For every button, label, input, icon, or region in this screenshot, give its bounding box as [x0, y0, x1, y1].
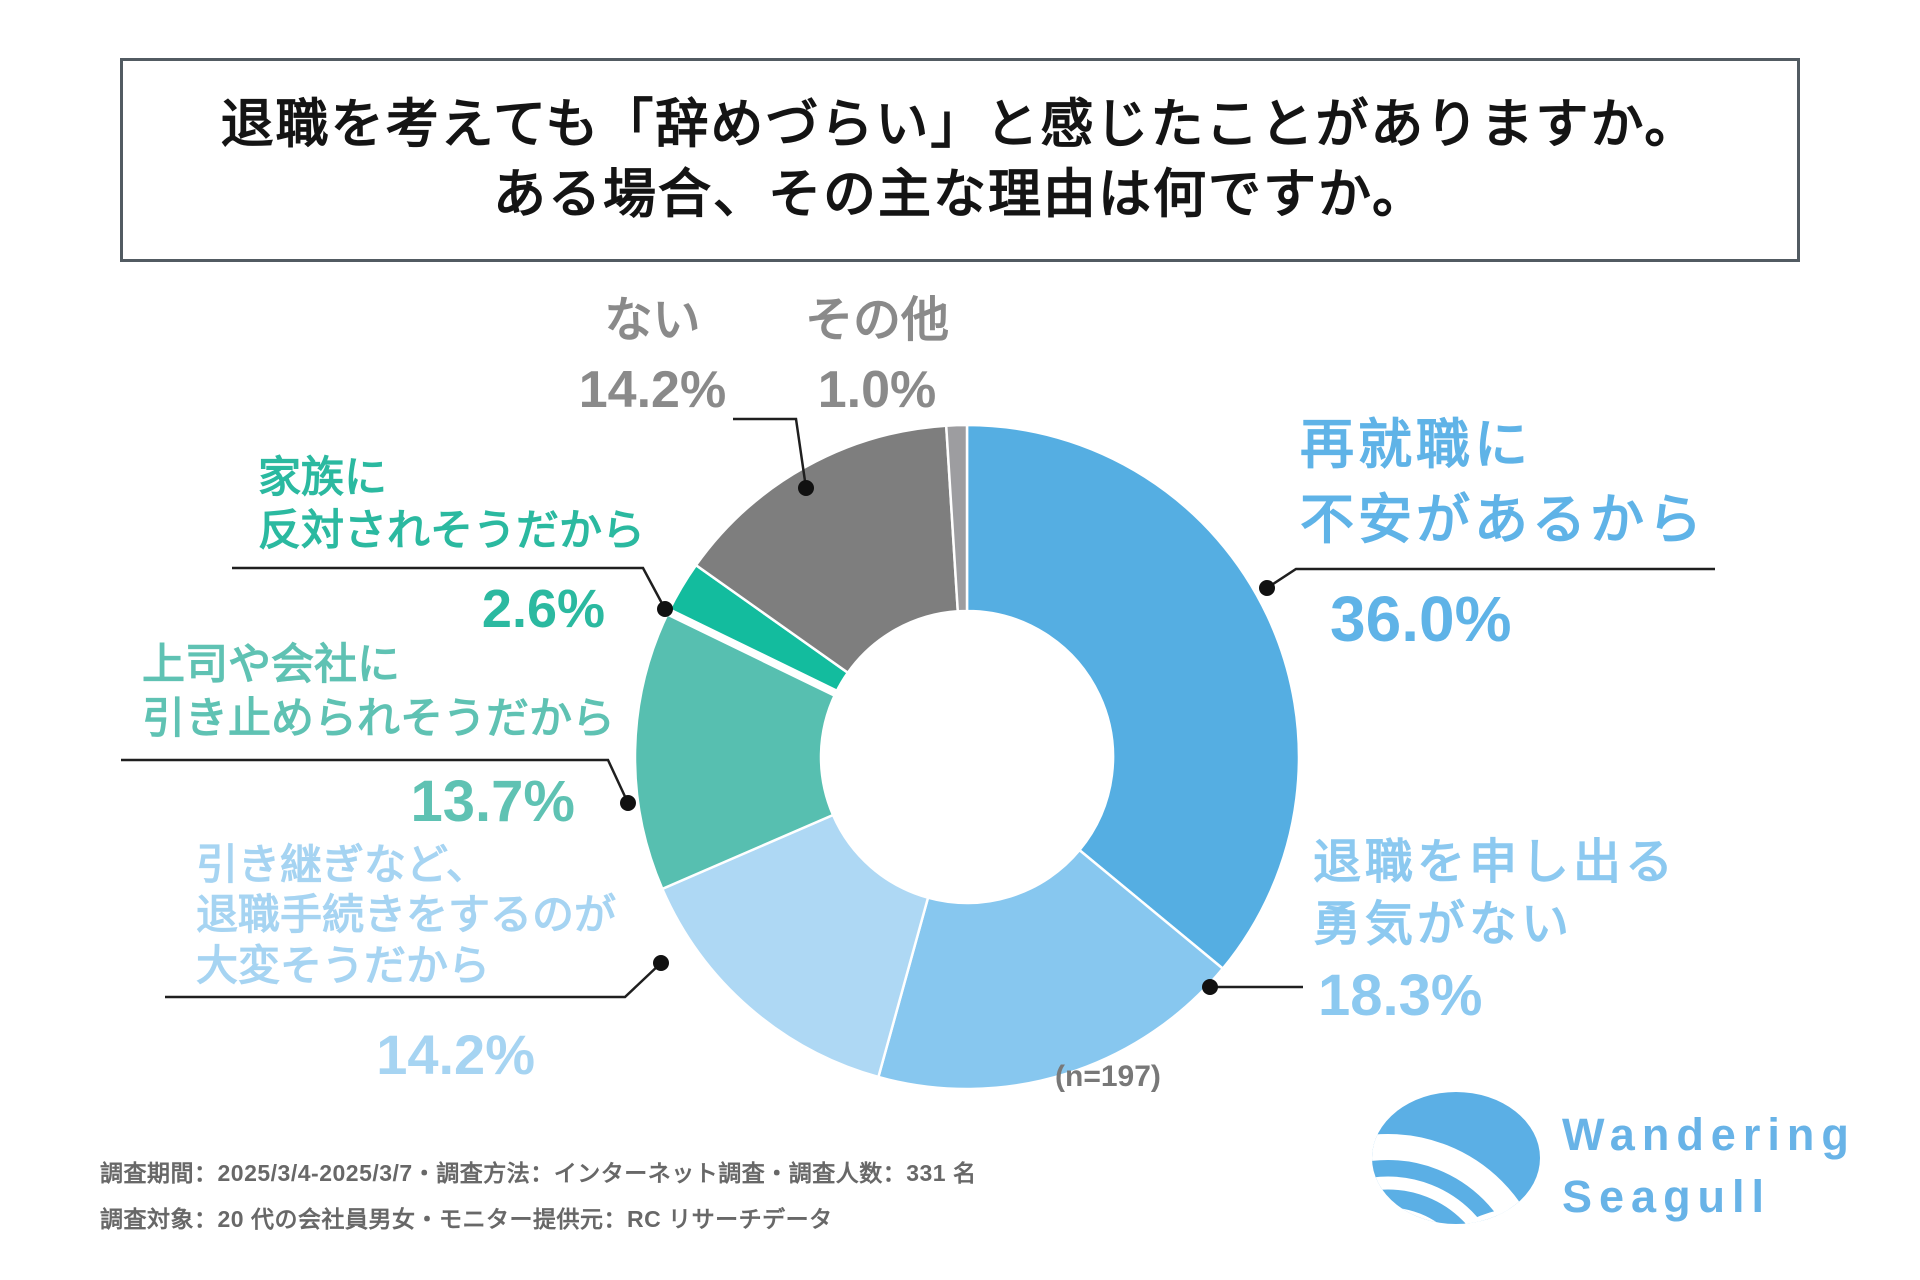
leader-dot-courage — [1202, 979, 1218, 995]
donut-segment-2 — [660, 813, 930, 1079]
donut-segment-0 — [965, 423, 1301, 971]
sample-size-note: (n=197) — [1055, 1060, 1161, 1093]
leader-dot-reemploy — [1259, 580, 1275, 596]
leader-dot-boss — [620, 795, 636, 811]
label-other: その他 — [804, 294, 949, 347]
donut-segment-6 — [944, 423, 969, 613]
pct-other: 1.0% — [817, 361, 937, 419]
leader-family — [232, 566, 667, 610]
survey-footnote-line2: 調査対象：20 代の会社員男女・モニター提供元：RC リサーチデータ — [100, 1206, 833, 1232]
label-reemployment: 再就職に 不安があるから — [1300, 415, 1706, 550]
seagull-logo-icon — [1372, 1092, 1540, 1224]
leader-lines — [121, 417, 1715, 999]
survey-footnote-line1: 調査期間：2025/3/4-2025/3/7・調査方法：インターネット調査・調査… — [100, 1160, 977, 1186]
title-line-2: ある場合、その主な理由は何ですか。 — [493, 165, 1427, 224]
segment-divider — [661, 605, 842, 699]
pct-boss: 13.7% — [410, 769, 575, 834]
pct-courage: 18.3% — [1318, 963, 1483, 1028]
label-boss: 上司や会社に 引き止められそうだから — [142, 641, 615, 744]
leader-none — [733, 417, 808, 489]
survey-footnote: 調査期間：2025/3/4-2025/3/7・調査方法：インターネット調査・調査… — [100, 1150, 976, 1242]
pct-reemployment: 36.0% — [1330, 583, 1512, 655]
label-courage: 退職を申し出る 勇気がない — [1313, 836, 1678, 952]
label-none: ない — [604, 294, 701, 347]
leader-reemploy — [1266, 567, 1715, 590]
donut-segment-5 — [694, 424, 960, 675]
logo-wordmark: Wandering Seagull — [1562, 1109, 1856, 1223]
donut-slices — [633, 423, 1301, 1091]
title-box: 退職を考えても「辞めづらい」と感じたことがありますか。 ある場合、その主な理由は… — [120, 58, 1800, 262]
donut-segment-1 — [876, 848, 1225, 1091]
title-line-1: 退職を考えても「辞めづらい」と感じたことがありますか。 — [220, 95, 1700, 155]
pct-none: 14.2% — [578, 361, 727, 419]
label-family: 家族に 反対されそうだから — [258, 454, 645, 556]
label-handover: 引き継ぎなど、 退職手続きをするのが 大変そうだから — [196, 841, 617, 989]
leader-dots — [620, 480, 1275, 995]
donut-segment-3 — [633, 610, 838, 891]
leader-dot-none — [798, 480, 814, 496]
pct-handover: 14.2% — [376, 1023, 535, 1086]
leader-dot-handover — [653, 955, 669, 971]
leader-boss — [121, 758, 630, 804]
leader-dot-family — [657, 601, 673, 617]
leader-handover — [165, 962, 662, 999]
pct-family: 2.6% — [481, 579, 605, 639]
